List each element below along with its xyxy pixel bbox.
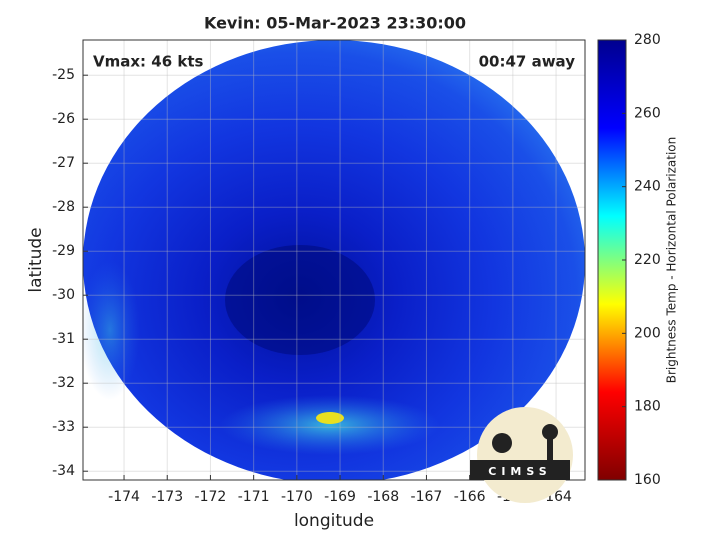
colorbar-tick-label: 220 [634,252,661,268]
x-tick-label: -169 [324,489,356,505]
y-tick-label: -33 [52,419,75,435]
colorbar-tick-label: 260 [634,105,661,121]
x-tick-label: -173 [151,489,183,505]
colorbar-tick-label: 180 [634,399,661,415]
satellite-image [83,40,585,480]
x-tick-label: -168 [367,489,399,505]
x-axis-label: longitude [294,511,374,531]
logo-text: CIMSS [488,465,551,478]
axes: -174-173-172-171-170-169-168-167-166-165… [52,32,661,505]
y-tick-label: -25 [52,67,75,83]
y-tick-label: -29 [52,243,75,259]
y-tick-label: -32 [52,375,75,391]
colorbar-tick-label: 160 [634,472,661,488]
colorbar-tick-label: 240 [634,179,661,195]
colorbar-tick-label: 200 [634,325,661,341]
colorbar-tick-label: 280 [634,32,661,48]
logo: CIMSS [470,407,573,503]
colorbar-label: Brightness Temp - Horizontal Polarizatio… [665,137,679,384]
y-axis-label: latitude [26,227,46,292]
y-tick-label: -27 [52,155,75,171]
x-tick-label: -170 [281,489,313,505]
y-tick-label: -34 [52,463,75,479]
y-tick-label: -26 [52,111,75,127]
x-tick-label: -174 [108,489,140,505]
x-tick-label: -172 [195,489,227,505]
chart-title: Kevin: 05-Mar-2023 23:30:00 [204,14,466,33]
x-tick-label: -171 [238,489,270,505]
y-tick-label: -30 [52,287,75,303]
annotation: 00:47 away [479,53,576,71]
colorbar [597,39,627,481]
plot-frame [82,39,586,481]
x-tick-label: -167 [411,489,443,505]
y-tick-label: -28 [52,199,75,215]
y-tick-label: -31 [52,331,75,347]
x-tick-label: -166 [454,489,486,505]
annotation: Vmax: 46 kts [93,53,203,71]
